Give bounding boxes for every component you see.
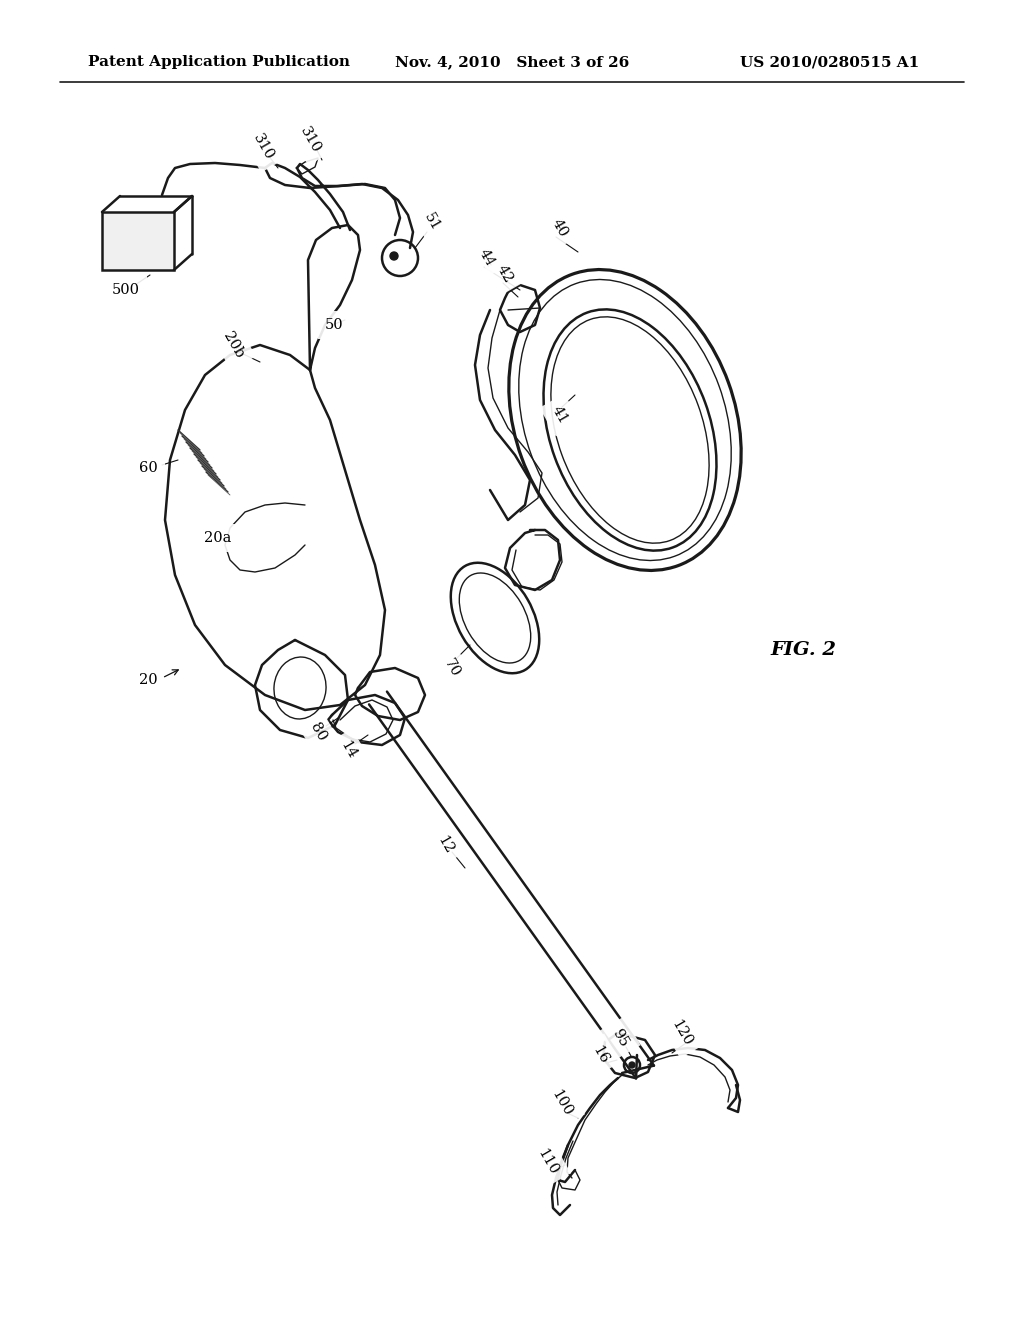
Text: 12: 12 <box>434 833 456 857</box>
Text: 42: 42 <box>495 263 516 285</box>
Text: 110: 110 <box>535 1147 561 1177</box>
Text: FIG. 2: FIG. 2 <box>770 642 836 659</box>
Text: 80: 80 <box>307 721 329 743</box>
Text: 51: 51 <box>421 211 442 234</box>
Text: 50: 50 <box>325 318 344 333</box>
Text: 20b: 20b <box>220 330 246 360</box>
Text: 41: 41 <box>549 404 570 426</box>
Text: 310: 310 <box>297 124 323 156</box>
FancyBboxPatch shape <box>102 213 174 271</box>
Text: 40: 40 <box>549 216 570 239</box>
Text: 310: 310 <box>250 132 276 162</box>
Text: 60: 60 <box>139 461 158 475</box>
Text: 500: 500 <box>112 282 140 297</box>
Text: 20a: 20a <box>205 531 231 545</box>
Text: US 2010/0280515 A1: US 2010/0280515 A1 <box>740 55 920 69</box>
Text: 20: 20 <box>139 673 158 686</box>
Circle shape <box>390 252 398 260</box>
Text: Nov. 4, 2010   Sheet 3 of 26: Nov. 4, 2010 Sheet 3 of 26 <box>395 55 630 69</box>
Text: 70: 70 <box>441 656 463 680</box>
Text: 44: 44 <box>476 247 498 269</box>
Circle shape <box>629 1063 635 1068</box>
Text: 95: 95 <box>609 1027 631 1049</box>
Text: 100: 100 <box>549 1088 575 1118</box>
Text: 16: 16 <box>590 1044 610 1067</box>
Text: Patent Application Publication: Patent Application Publication <box>88 55 350 69</box>
Text: 14: 14 <box>337 739 358 762</box>
Text: 120: 120 <box>669 1018 695 1048</box>
